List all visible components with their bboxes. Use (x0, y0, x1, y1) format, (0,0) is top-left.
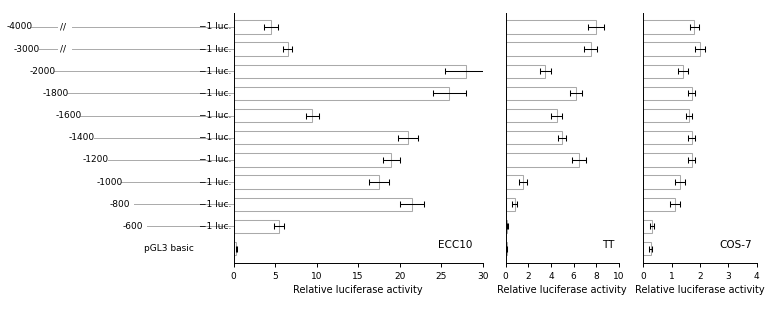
Bar (234, 153, 391, 167)
Text: //: // (60, 44, 66, 54)
Text: -600: -600 (123, 222, 143, 231)
Text: −1 luc.: −1 luc. (198, 23, 231, 31)
Bar (506, 131, 562, 144)
Bar (506, 43, 591, 56)
Text: −1 luc.: −1 luc. (198, 200, 231, 209)
Text: −1 luc.: −1 luc. (198, 177, 231, 187)
Bar (234, 131, 408, 144)
Bar (506, 109, 557, 122)
Bar (234, 198, 412, 211)
Text: −1 luc.: −1 luc. (198, 44, 231, 54)
Text: −1 luc.: −1 luc. (198, 67, 231, 76)
Bar (643, 43, 700, 56)
Text: −1 luc.: −1 luc. (198, 155, 231, 164)
Text: TT: TT (602, 240, 614, 250)
Text: pGL3 basic: pGL3 basic (144, 244, 194, 253)
Bar (506, 153, 579, 167)
X-axis label: Relative luciferase activity: Relative luciferase activity (293, 285, 423, 295)
Bar (643, 64, 683, 78)
Text: ECC10: ECC10 (438, 240, 473, 250)
Text: -1800: -1800 (42, 89, 68, 98)
Bar (234, 87, 450, 100)
Bar (506, 198, 515, 211)
Bar (506, 220, 507, 233)
Bar (643, 20, 695, 33)
Bar (234, 175, 379, 189)
Bar (234, 64, 466, 78)
Bar (643, 87, 692, 100)
Text: -1200: -1200 (83, 155, 109, 164)
Text: −1 luc.: −1 luc. (198, 133, 231, 142)
X-axis label: Relative luciferase activity: Relative luciferase activity (635, 285, 765, 295)
Bar (234, 109, 313, 122)
Bar (234, 43, 287, 56)
Bar (643, 198, 675, 211)
Bar (643, 220, 652, 233)
Text: -3000: -3000 (14, 44, 40, 54)
Bar (643, 109, 689, 122)
Bar (506, 64, 545, 78)
Bar (506, 87, 576, 100)
Bar (234, 20, 271, 33)
Text: //: // (60, 23, 66, 31)
X-axis label: Relative luciferase activity: Relative luciferase activity (497, 285, 627, 295)
Text: −1 luc.: −1 luc. (198, 89, 231, 98)
Bar (643, 242, 650, 255)
Text: -1600: -1600 (55, 111, 81, 120)
Bar (643, 153, 692, 167)
Text: −1 luc.: −1 luc. (198, 222, 231, 231)
Bar (643, 175, 680, 189)
Bar (234, 242, 236, 255)
Text: -2000: -2000 (29, 67, 55, 76)
Bar (506, 20, 596, 33)
Bar (506, 175, 522, 189)
Bar (234, 220, 280, 233)
Text: -1000: -1000 (97, 177, 123, 187)
Text: -4000: -4000 (6, 23, 32, 31)
Text: -1400: -1400 (69, 133, 95, 142)
Text: −1 luc.: −1 luc. (198, 111, 231, 120)
Text: -800: -800 (110, 200, 130, 209)
Bar (643, 131, 692, 144)
Text: COS-7: COS-7 (719, 240, 752, 250)
